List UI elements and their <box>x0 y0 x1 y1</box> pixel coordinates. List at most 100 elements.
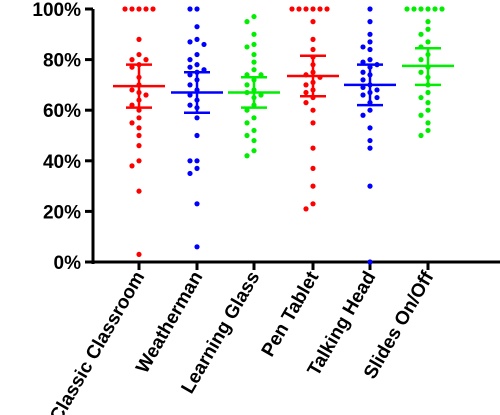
data-point <box>310 183 316 189</box>
data-point <box>244 120 250 126</box>
data-point <box>303 82 309 88</box>
data-point <box>129 6 135 12</box>
data-point <box>425 26 431 32</box>
data-point <box>244 19 250 25</box>
data-point <box>360 77 366 83</box>
data-point <box>425 39 431 45</box>
data-point <box>136 143 142 149</box>
data-point <box>310 145 316 151</box>
data-point <box>143 6 149 12</box>
data-point <box>418 57 424 63</box>
data-point <box>418 69 424 75</box>
data-point <box>374 87 380 93</box>
data-point <box>374 94 380 101</box>
data-point <box>310 120 316 126</box>
data-point <box>425 89 431 96</box>
data-point <box>251 59 257 65</box>
data-point <box>194 51 200 58</box>
data-point <box>129 57 135 63</box>
data-point <box>187 102 193 108</box>
data-point <box>367 259 373 265</box>
data-point <box>136 188 142 194</box>
data-point <box>425 6 431 12</box>
data-point <box>289 6 295 12</box>
data-point <box>310 107 316 113</box>
data-point <box>201 41 207 48</box>
data-point <box>251 67 257 73</box>
series-group <box>344 6 396 265</box>
data-point <box>136 51 142 58</box>
data-point <box>404 6 410 12</box>
data-point <box>367 125 373 131</box>
data-point <box>303 89 309 96</box>
data-point <box>187 39 193 45</box>
data-point <box>136 158 142 164</box>
data-point <box>129 163 135 169</box>
data-point <box>367 46 373 53</box>
data-point <box>244 44 250 50</box>
data-point <box>194 201 200 207</box>
data-point <box>244 132 250 139</box>
category-label: Classic Classroom <box>46 268 149 415</box>
data-point <box>194 132 200 139</box>
data-point <box>129 87 135 93</box>
y-axis: 0% 20% 40% 60% 80% 100% <box>32 0 95 274</box>
series-group <box>228 13 280 159</box>
y-tick-label: 0% <box>54 253 82 274</box>
data-point <box>251 115 257 121</box>
data-point <box>251 51 257 58</box>
x-axis <box>92 260 500 270</box>
data-point <box>367 137 373 144</box>
data-point <box>244 82 250 88</box>
data-point <box>194 158 200 164</box>
y-tick-label: 40% <box>43 152 81 173</box>
data-point <box>439 6 445 12</box>
y-tick-label: 80% <box>43 51 81 72</box>
data-point <box>418 112 424 118</box>
data-point <box>432 6 438 12</box>
data-point <box>136 125 142 131</box>
data-point <box>418 31 424 37</box>
data-point <box>367 19 373 25</box>
data-point <box>418 94 424 101</box>
data-point <box>310 46 316 53</box>
data-point <box>187 158 193 164</box>
series-group <box>287 6 339 212</box>
data-point <box>187 6 193 12</box>
data-point <box>310 36 316 42</box>
data-point <box>136 115 142 121</box>
series-group <box>171 6 223 250</box>
y-tick-label: 60% <box>43 101 81 122</box>
data-point <box>122 6 128 12</box>
data-point <box>324 6 330 12</box>
y-tick-label: 20% <box>43 202 81 223</box>
data-point <box>251 31 257 37</box>
data-point <box>310 201 316 207</box>
data-point <box>129 120 135 126</box>
data-point <box>187 64 193 70</box>
data-point <box>150 6 156 12</box>
data-point <box>194 115 200 121</box>
data-point <box>425 19 431 25</box>
data-point <box>425 107 431 113</box>
data-point <box>251 148 257 154</box>
series-group <box>113 6 165 258</box>
plot-area <box>113 6 454 265</box>
data-point <box>303 206 309 212</box>
data-point <box>194 36 200 42</box>
data-point <box>187 57 193 63</box>
data-point <box>310 19 316 25</box>
data-point <box>303 100 309 106</box>
data-point <box>418 132 424 139</box>
data-point <box>360 44 366 50</box>
data-point <box>425 100 431 106</box>
data-point <box>367 31 373 37</box>
data-point <box>244 153 250 159</box>
data-point <box>136 36 142 42</box>
data-point <box>187 170 193 177</box>
data-point <box>296 6 302 12</box>
data-point <box>251 13 257 20</box>
data-point <box>187 82 193 88</box>
data-point <box>251 137 257 144</box>
